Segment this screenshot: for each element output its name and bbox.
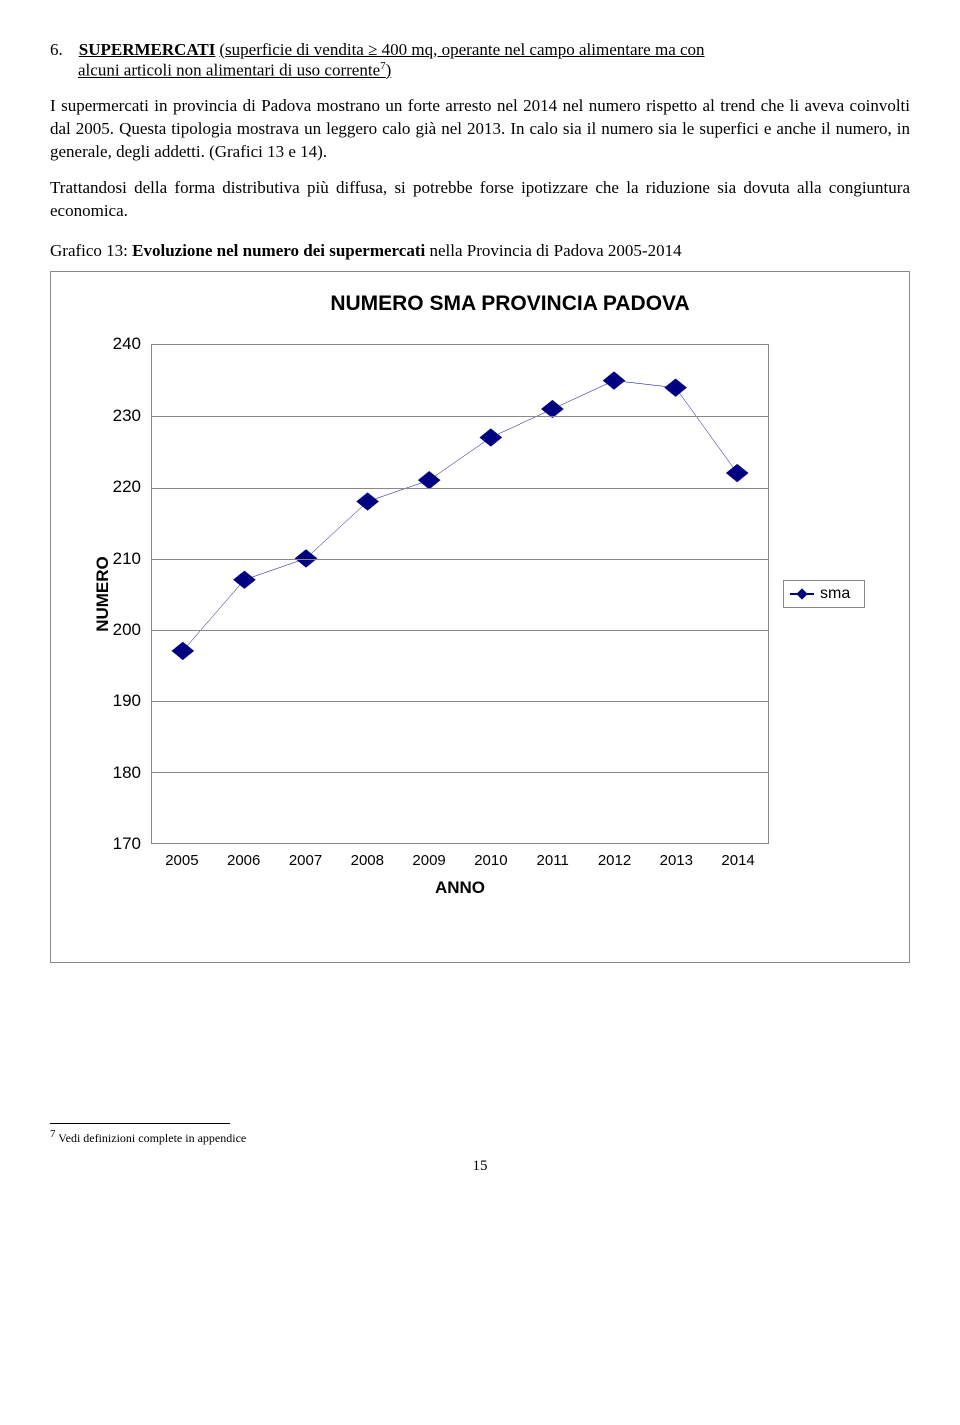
section-rest-2: alcuni articoli non alimentari di uso co…	[78, 60, 910, 81]
y-tick: 240	[113, 334, 151, 354]
x-tick: 2013	[660, 844, 693, 869]
y-tick: 200	[113, 620, 151, 640]
y-tick: 210	[113, 549, 151, 569]
plot-area: NUMERO sma ANNO 170180190200210220230240…	[151, 344, 769, 844]
y-tick: 180	[113, 763, 151, 783]
section-number: 6.	[50, 40, 63, 59]
y-axis-label: NUMERO	[93, 557, 113, 633]
legend-swatch	[790, 589, 814, 599]
x-tick: 2005	[165, 844, 198, 869]
section-rest-1: (superficie di vendita ≥ 400 mq, operant…	[219, 40, 704, 59]
footnote: 7 Vedi definizioni complete in appendice	[50, 1128, 910, 1146]
page-number: 15	[50, 1158, 910, 1175]
chart-caption: Grafico 13: Evoluzione nel numero dei su…	[50, 241, 910, 261]
y-tick: 170	[113, 834, 151, 854]
x-tick: 2014	[721, 844, 754, 869]
section-heading: 6. SUPERMERCATI (superficie di vendita ≥…	[50, 40, 910, 81]
legend-label: sma	[820, 585, 850, 603]
paragraph-2: Trattandosi della forma distributiva più…	[50, 177, 910, 223]
y-tick: 230	[113, 406, 151, 426]
x-tick: 2012	[598, 844, 631, 869]
footnote-rule	[50, 1123, 230, 1124]
x-tick: 2010	[474, 844, 507, 869]
line-series	[152, 345, 768, 843]
x-tick: 2008	[351, 844, 384, 869]
x-axis-label: ANNO	[435, 878, 485, 898]
section-title: SUPERMERCATI	[79, 40, 216, 59]
chart-title: NUMERO SMA PROVINCIA PADOVA	[151, 292, 869, 316]
paragraph-1: I supermercati in provincia di Padova mo…	[50, 95, 910, 164]
x-tick: 2009	[412, 844, 445, 869]
x-tick: 2006	[227, 844, 260, 869]
plot-surface	[151, 344, 769, 844]
y-tick: 220	[113, 477, 151, 497]
y-tick: 190	[113, 691, 151, 711]
x-tick: 2011	[537, 844, 569, 869]
x-tick: 2007	[289, 844, 322, 869]
legend: sma	[783, 580, 865, 608]
chart-container: NUMERO SMA PROVINCIA PADOVA NUMERO sma A…	[50, 271, 910, 963]
